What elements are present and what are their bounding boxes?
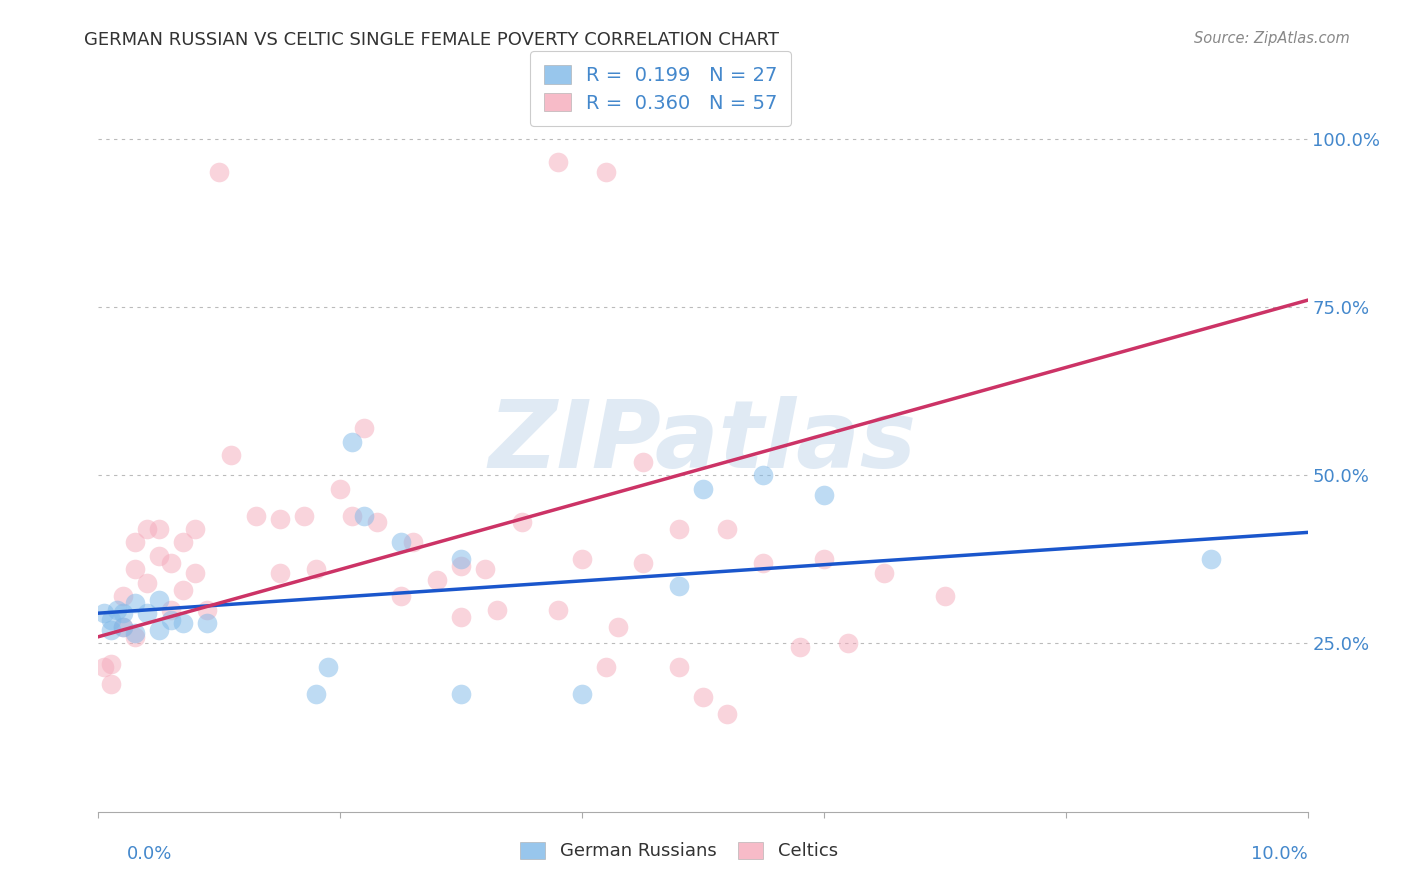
Point [195,603,218,617]
Point [160,603,183,617]
Point [316,660,339,674]
Point [692,482,714,496]
Point [353,421,375,435]
Y-axis label: Single Female Poverty: Single Female Poverty [0,350,8,533]
Point [389,535,412,549]
Point [571,687,593,701]
Point [631,455,654,469]
Point [292,508,315,523]
Point [547,155,569,169]
Point [93,606,115,620]
Point [486,603,509,617]
Point [789,640,811,654]
Point [221,448,243,462]
Point [160,613,183,627]
Point [148,522,170,536]
Point [172,582,194,597]
Point [366,516,388,530]
Point [245,508,267,523]
Point [342,434,364,449]
Point [934,590,956,604]
Point [716,707,738,722]
Point [402,535,425,549]
Point [813,552,835,566]
Point [135,522,157,536]
Point [160,556,183,570]
Point [124,535,146,549]
Point [100,677,122,691]
Point [208,165,231,179]
Point [305,562,328,576]
Point [111,590,134,604]
Point [450,687,472,701]
Point [571,552,593,566]
Point [148,549,170,563]
Point [607,619,630,633]
Point [195,616,218,631]
Point [105,603,128,617]
Point [450,559,472,574]
Point [124,596,146,610]
Point [329,482,352,496]
Point [547,603,569,617]
Point [813,488,835,502]
Point [450,552,472,566]
Text: 0.0%: 0.0% [127,846,172,863]
Point [124,630,146,644]
Point [269,512,291,526]
Point [184,522,207,536]
Point [668,579,690,593]
Point [111,619,134,633]
Legend: German Russians, Celtics: German Russians, Celtics [508,829,851,873]
Point [752,468,775,483]
Point [135,575,157,590]
Text: ZIPatlas: ZIPatlas [489,395,917,488]
Point [93,660,115,674]
Point [668,660,690,674]
Point [595,165,617,179]
Point [148,592,170,607]
Point [752,556,775,570]
Point [124,626,146,640]
Point [184,566,207,580]
Point [111,606,134,620]
Point [1199,552,1222,566]
Point [474,562,496,576]
Point [389,590,412,604]
Point [450,609,472,624]
Text: 10.0%: 10.0% [1251,846,1308,863]
Text: Source: ZipAtlas.com: Source: ZipAtlas.com [1194,31,1350,46]
Point [426,573,449,587]
Point [668,522,690,536]
Point [111,619,134,633]
Point [342,508,364,523]
Point [172,616,194,631]
Text: GERMAN RUSSIAN VS CELTIC SINGLE FEMALE POVERTY CORRELATION CHART: GERMAN RUSSIAN VS CELTIC SINGLE FEMALE P… [84,31,779,49]
Point [353,508,375,523]
Point [510,516,533,530]
Point [631,556,654,570]
Point [692,690,714,705]
Point [100,613,122,627]
Point [100,657,122,671]
Point [873,566,896,580]
Point [148,623,170,637]
Point [837,636,859,650]
Point [172,535,194,549]
Point [269,566,291,580]
Point [305,687,328,701]
Point [135,606,157,620]
Point [124,562,146,576]
Point [716,522,738,536]
Point [595,660,617,674]
Point [100,623,122,637]
